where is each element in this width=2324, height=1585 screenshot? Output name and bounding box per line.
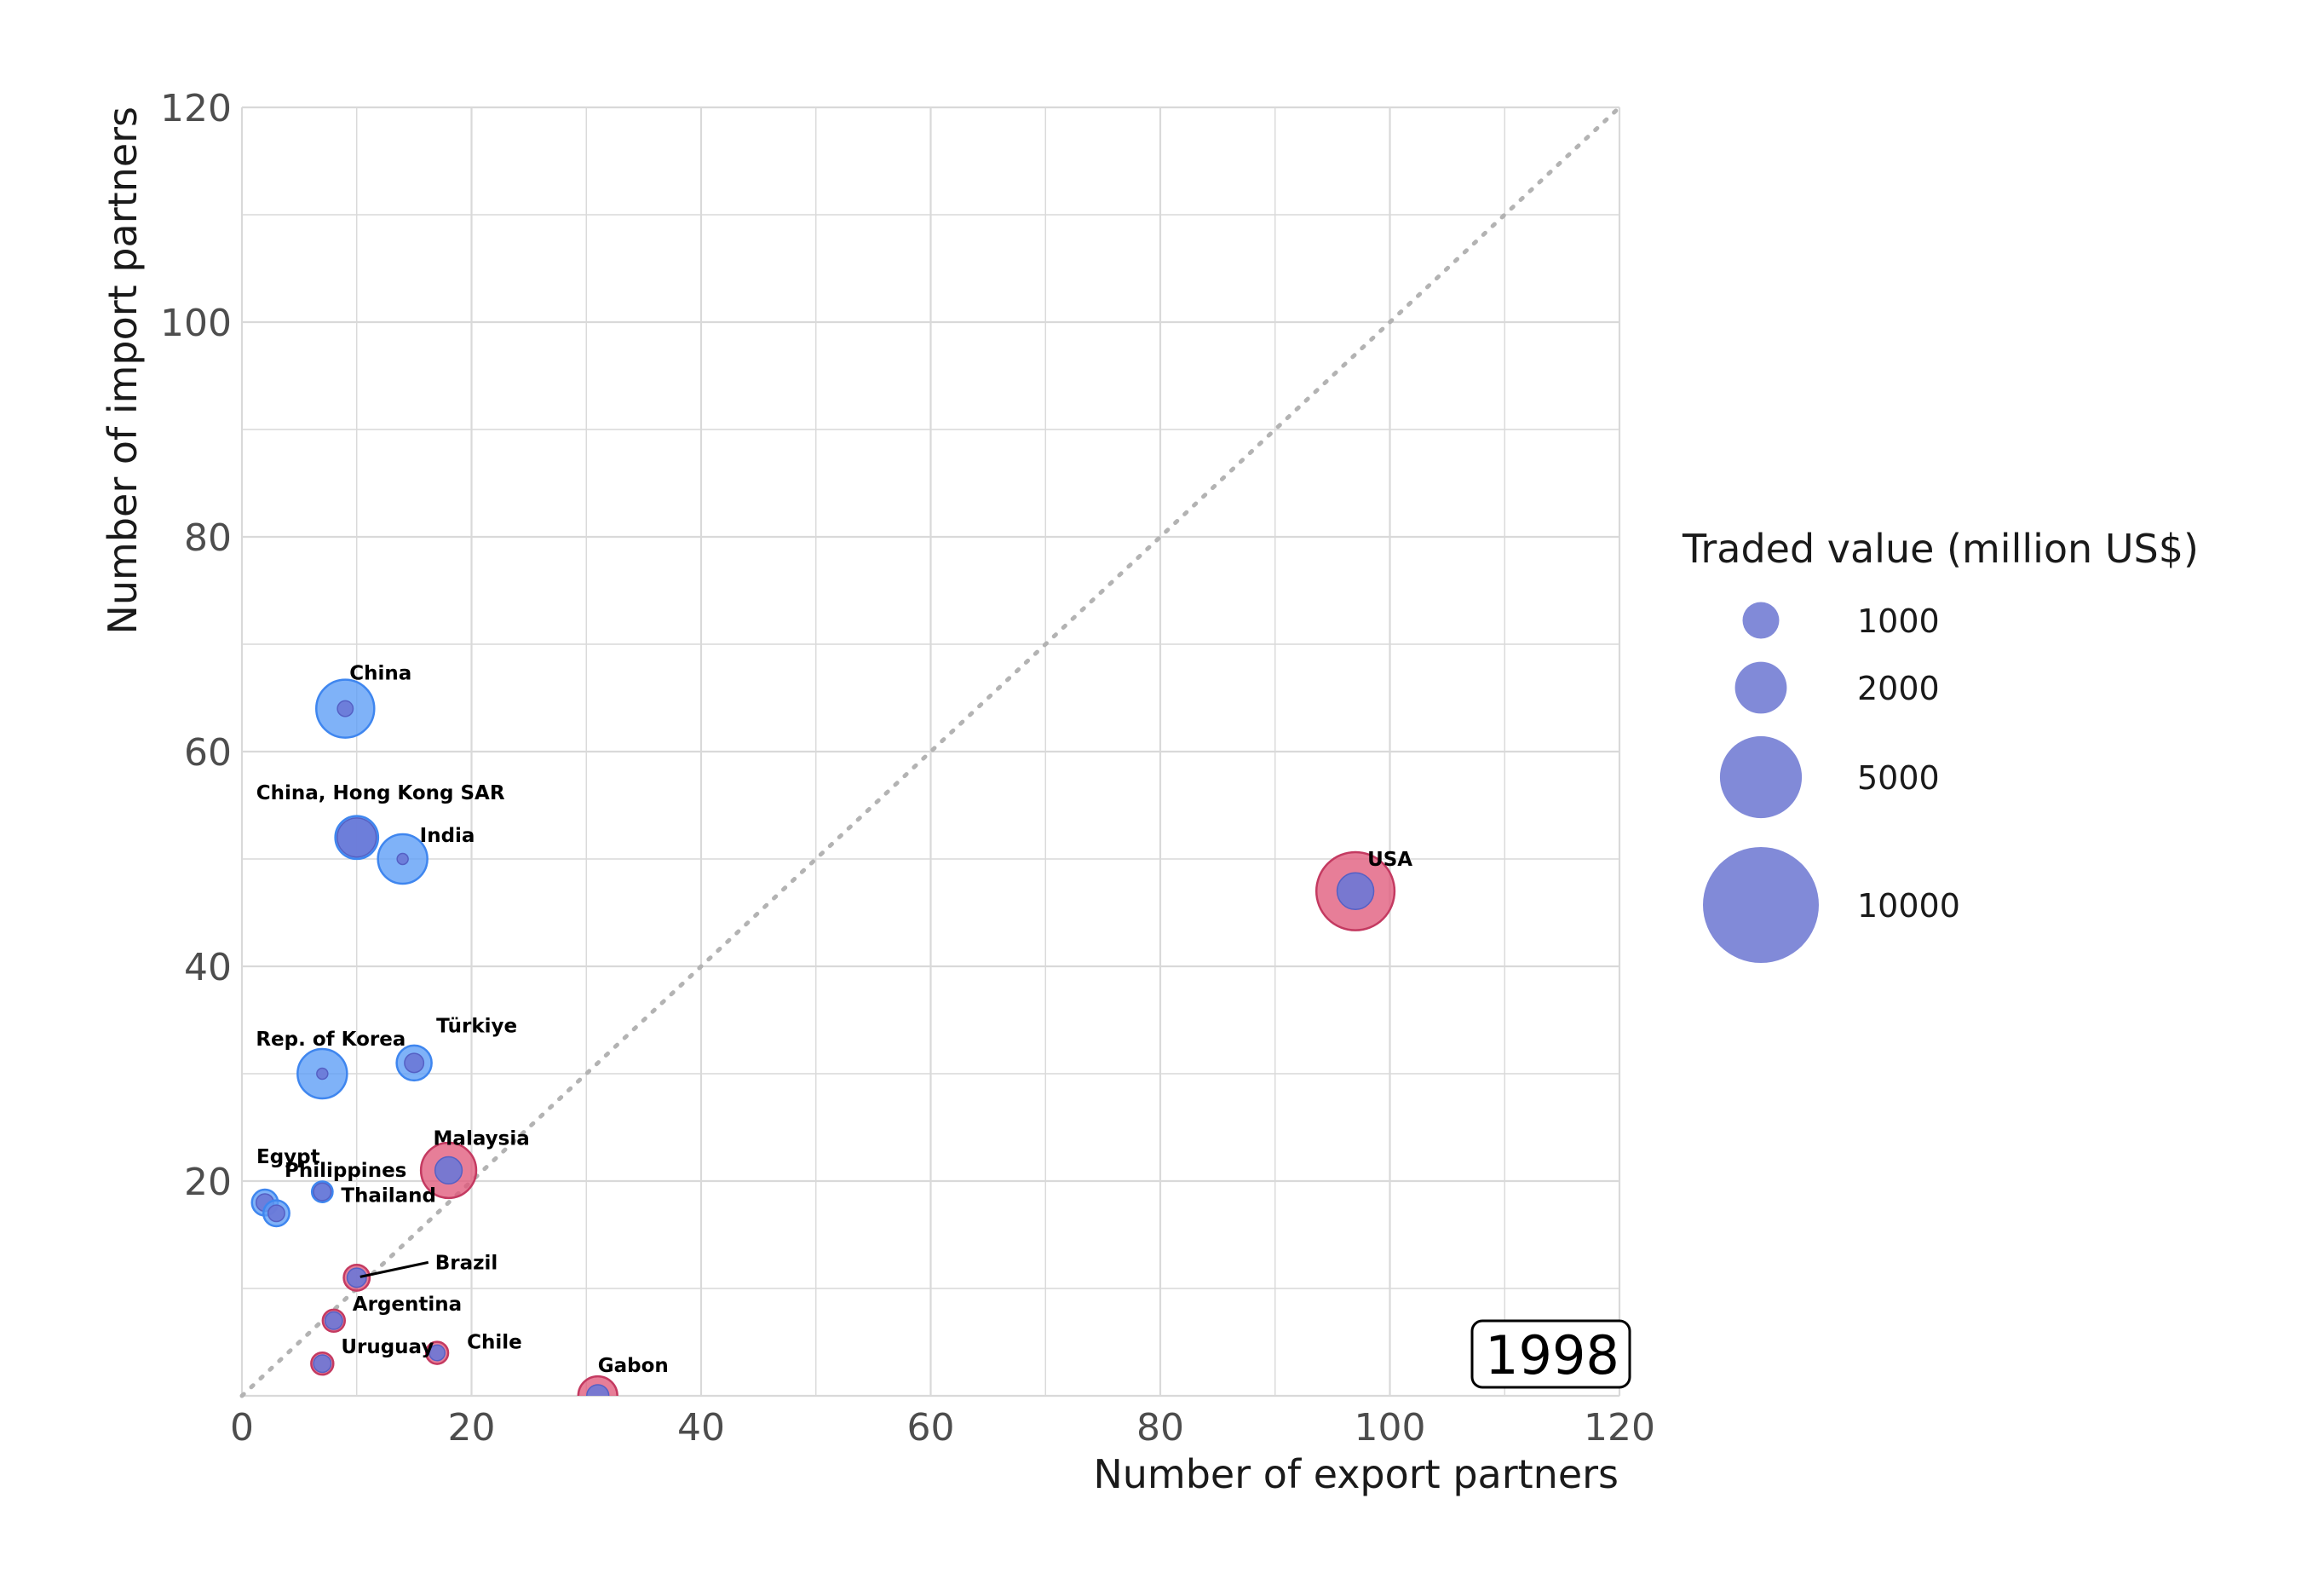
x-tick-label: 20 (448, 1406, 496, 1450)
point-label: Thailand (341, 1185, 436, 1207)
y-tick-label: 40 (184, 946, 232, 989)
point-inner (313, 1354, 332, 1374)
point-inner (337, 700, 354, 718)
point-inner (396, 852, 409, 866)
point-inner (346, 1267, 367, 1288)
point-labels: China China, Hong Kong SAR India USA Türkiye… (256, 663, 1412, 1377)
point-label: Egypt (256, 1146, 320, 1168)
x-tick-label: 0 (230, 1406, 254, 1450)
point-inner (429, 1344, 446, 1362)
point-label: USA (1367, 849, 1412, 871)
y-tick-label: 100 (160, 302, 232, 345)
point-label: Malaysia (434, 1127, 530, 1150)
legend-title: Traded value (million US$) (1682, 526, 2199, 572)
diagonal-reference-line (239, 105, 1622, 1398)
legend-bubble (1734, 661, 1787, 714)
point-inner (586, 1384, 610, 1396)
legend-label: 10000 (1857, 887, 1960, 925)
label-leader-line (360, 1260, 429, 1278)
point-label: Brazil (435, 1252, 498, 1274)
y-axis-ticks: 20 40 60 80 100 120 (160, 87, 232, 1204)
point-inner (404, 1052, 425, 1074)
x-tick-label: 60 (907, 1406, 955, 1450)
point-inner (324, 1311, 343, 1330)
x-tick-label: 40 (677, 1406, 725, 1450)
legend-label: 1000 (1857, 602, 1940, 640)
data-points (250, 678, 1396, 1396)
point-label: China, Hong Kong SAR (256, 782, 505, 804)
legend-items: 1000 2000 5000 10000 (1703, 602, 1960, 963)
legend: Traded value (million US$) 1000200050001… (1682, 526, 2199, 963)
point-label: Philippines (285, 1160, 406, 1182)
legend-label: 5000 (1857, 759, 1940, 797)
x-tick-label: 100 (1355, 1406, 1426, 1450)
year-badge-box (1470, 1319, 1631, 1389)
y-tick-label: 20 (184, 1161, 232, 1204)
point-label: Uruguay (341, 1336, 434, 1358)
point-inner (313, 1182, 332, 1202)
y-tick-label: 60 (184, 731, 232, 775)
year-label: 1998 (1485, 1324, 1619, 1386)
point-inner (1336, 872, 1375, 911)
x-tick-label: 120 (1584, 1406, 1655, 1450)
y-tick-label: 120 (160, 87, 232, 130)
point-label: Argentina (353, 1294, 462, 1316)
point-label: China (349, 663, 411, 685)
point-inner (267, 1204, 285, 1223)
point-inner (316, 1067, 329, 1081)
point-label: India (420, 825, 475, 847)
point-inner (337, 817, 377, 858)
y-tick-label: 80 (184, 516, 232, 560)
x-axis-title: Number of export partners (1093, 1451, 1619, 1497)
point-label: Türkiye (436, 1015, 517, 1037)
point-label: Rep. of Korea (256, 1029, 406, 1051)
point-inner (434, 1156, 463, 1185)
legend-bubble (1719, 735, 1803, 819)
point-label: Chile (467, 1332, 522, 1354)
x-axis-ticks: 0 20 40 60 80 100 120 (230, 1406, 1655, 1450)
grid-lines (240, 106, 1621, 1398)
legend-bubble (1742, 602, 1780, 639)
legend-label: 2000 (1857, 670, 1940, 707)
point-label: Gabon (598, 1355, 669, 1377)
x-tick-label: 80 (1136, 1406, 1184, 1450)
y-axis-title: Number of import partners (100, 107, 146, 635)
legend-bubble (1703, 847, 1819, 963)
year-badge: 1998 (1470, 1319, 1631, 1389)
